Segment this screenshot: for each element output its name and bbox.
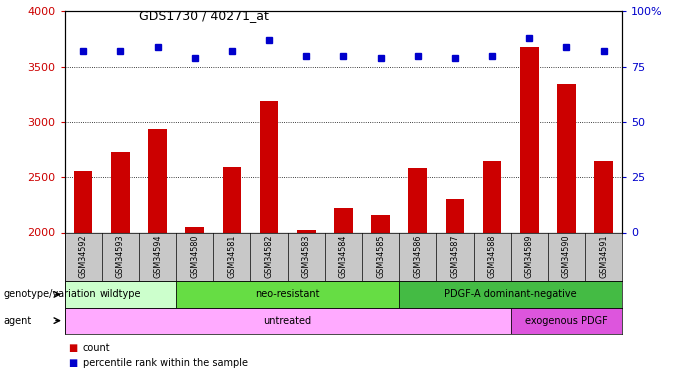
Bar	[399, 281, 622, 308]
Text: GSM34587: GSM34587	[450, 234, 460, 278]
Text: GSM34583: GSM34583	[302, 234, 311, 278]
Text: GSM34591: GSM34591	[599, 234, 608, 278]
Bar	[222, 167, 241, 232]
Bar	[594, 160, 613, 232]
Text: exogenous PDGF: exogenous PDGF	[525, 316, 608, 326]
Text: GSM34585: GSM34585	[376, 234, 385, 278]
Text: GSM34586: GSM34586	[413, 234, 422, 278]
Text: count: count	[83, 343, 111, 352]
Bar	[65, 281, 176, 308]
Text: PDGF-A dominant-negative: PDGF-A dominant-negative	[444, 290, 577, 299]
Text: GSM34594: GSM34594	[153, 234, 162, 278]
Text: GSM34588: GSM34588	[488, 234, 496, 278]
Bar	[297, 230, 316, 232]
Bar	[483, 160, 501, 232]
Bar	[520, 46, 539, 232]
Bar	[65, 308, 511, 334]
Bar	[260, 101, 278, 232]
Text: genotype/variation: genotype/variation	[3, 290, 96, 299]
Bar	[334, 208, 353, 232]
Bar	[511, 308, 622, 334]
Text: GSM34589: GSM34589	[525, 234, 534, 278]
Bar	[445, 200, 464, 232]
Text: GSM34590: GSM34590	[562, 234, 571, 278]
Bar	[409, 168, 427, 232]
Text: wildtype: wildtype	[99, 290, 141, 299]
Text: untreated: untreated	[264, 316, 311, 326]
Bar	[557, 84, 576, 232]
Text: ■: ■	[68, 358, 78, 368]
Text: GSM34580: GSM34580	[190, 234, 199, 278]
Bar	[186, 227, 204, 232]
Text: GSM34582: GSM34582	[265, 234, 273, 278]
Text: GSM34581: GSM34581	[227, 234, 237, 278]
Text: percentile rank within the sample: percentile rank within the sample	[83, 358, 248, 368]
Bar	[111, 152, 130, 232]
Text: GSM34584: GSM34584	[339, 234, 348, 278]
Text: GDS1730 / 40271_at: GDS1730 / 40271_at	[139, 9, 269, 22]
Text: agent: agent	[3, 316, 32, 326]
Text: ■: ■	[68, 343, 78, 352]
Text: neo-resistant: neo-resistant	[256, 290, 320, 299]
Text: GSM34592: GSM34592	[79, 234, 88, 278]
Bar	[176, 281, 399, 308]
Bar	[371, 215, 390, 232]
Bar	[148, 129, 167, 232]
Bar	[74, 171, 92, 232]
Text: GSM34593: GSM34593	[116, 234, 125, 278]
